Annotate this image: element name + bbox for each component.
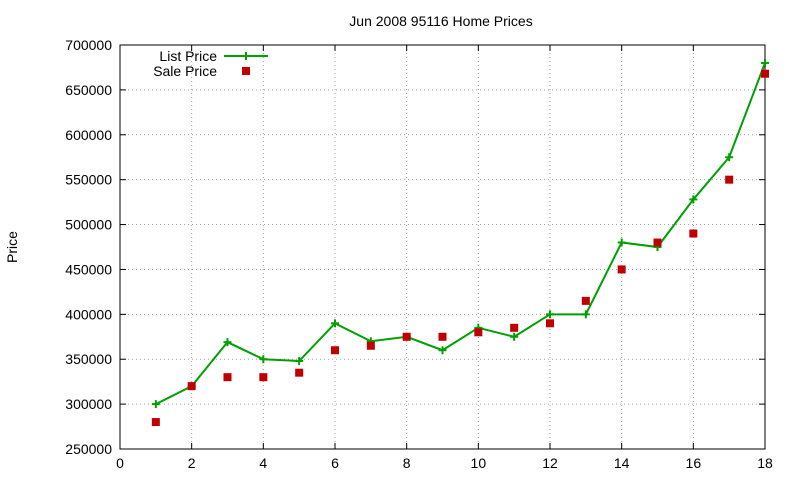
list-price-point <box>151 400 160 409</box>
y-tick-label: 450000 <box>65 261 112 277</box>
x-tick-label: 6 <box>331 455 339 471</box>
sale-price-point <box>151 418 160 427</box>
list-price-point <box>581 310 590 319</box>
x-tick-label: 4 <box>259 455 267 471</box>
legend-marker-sale-price <box>242 67 250 75</box>
sale-price-point <box>295 368 304 377</box>
list-price-point <box>438 346 447 355</box>
y-tick-label: 650000 <box>65 82 112 98</box>
sale-price-point <box>725 175 734 184</box>
x-tick-label: 8 <box>403 455 411 471</box>
sale-price-point <box>617 265 626 274</box>
x-tick-label: 10 <box>471 455 487 471</box>
series-layer <box>151 58 769 427</box>
y-tick-label: 350000 <box>65 351 112 367</box>
list-price-point <box>617 238 626 247</box>
legend-marker-list-price <box>242 52 250 60</box>
x-tick-label: 18 <box>757 455 773 471</box>
chart-title: Jun 2008 95116 Home Prices <box>349 13 532 29</box>
list-price-point <box>259 355 268 364</box>
list-price-point <box>223 338 232 347</box>
sale-price-point <box>402 332 411 341</box>
list-price-line <box>155 62 766 406</box>
sale-price-point <box>366 341 375 350</box>
tick-layer: 0 2 4 6 8 10 12 14 16 18 250000 300000 350000 400000 4… <box>65 37 773 471</box>
sale-price-point <box>761 69 769 78</box>
sale-price-point <box>510 323 519 332</box>
sale-price-point <box>474 328 483 337</box>
x-tick-label: 0 <box>116 455 124 471</box>
x-tick-label: 12 <box>542 455 558 471</box>
list-price-point <box>761 58 769 67</box>
sale-price-point <box>259 373 268 382</box>
plot-frame <box>119 44 766 450</box>
list-price-point <box>510 332 519 341</box>
y-tick-label: 300000 <box>65 396 112 412</box>
legend: List Price Sale Price <box>153 48 268 79</box>
list-price-point <box>546 310 554 319</box>
list-price-point <box>331 319 339 328</box>
y-tick-label: 700000 <box>65 37 112 53</box>
sale-price-point <box>187 382 196 391</box>
y-tick-label: 400000 <box>65 306 112 322</box>
list-price-point <box>725 153 734 162</box>
x-tick-label: 16 <box>686 455 702 471</box>
sale-price-point <box>581 296 590 305</box>
legend-label-list-price: List Price <box>159 48 217 64</box>
y-tick-label: 250000 <box>65 441 112 457</box>
sale-price-point <box>653 238 662 247</box>
sale-price-point <box>689 229 698 238</box>
x-tick-label: 2 <box>188 455 196 471</box>
y-tick-label: 500000 <box>65 217 112 233</box>
sale-price-point <box>331 346 339 355</box>
y-axis-label: Price <box>4 231 20 263</box>
sale-price-point <box>223 373 232 382</box>
y-tick-label: 600000 <box>65 127 112 143</box>
y-tick-label: 550000 <box>65 172 112 188</box>
legend-label-sale-price: Sale Price <box>153 63 217 79</box>
grid-layer <box>120 45 765 449</box>
sale-price-point <box>438 332 447 341</box>
sale-price-point <box>546 319 554 328</box>
list-price-point <box>689 195 698 204</box>
list-price-point <box>295 357 304 366</box>
x-tick-label: 14 <box>614 455 630 471</box>
